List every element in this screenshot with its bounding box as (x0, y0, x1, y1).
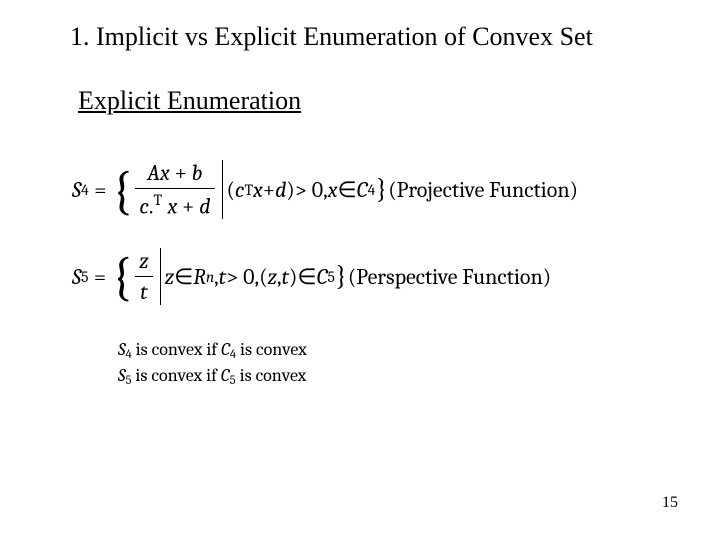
vbar-icon (222, 160, 223, 219)
eq2-cond-C: C (317, 264, 328, 290)
equation-s4: S4 = { Ax + b c.Tx + d (cTx + d) > 0, x … (72, 160, 578, 219)
n1-end: is convex (236, 339, 307, 360)
eq1-den-x: x (168, 193, 178, 219)
n2-mid: is convex if (131, 365, 220, 386)
vbar-icon (160, 248, 161, 305)
eq1-den-T: T (153, 191, 162, 209)
eq2-lhs-sub: 5 (81, 268, 88, 286)
eq2-cond-close: ) (289, 264, 297, 290)
n1-mid: is convex if (132, 339, 221, 360)
slide-title: 1. Implicit vs Explicit Enumeration of C… (70, 22, 593, 52)
eq2-cond-t: t (219, 264, 226, 290)
eq1-cond-Csub: 4 (368, 181, 376, 199)
eq1-cond-close: ) (286, 177, 294, 203)
eq1-cond-in: ∈ (338, 177, 357, 203)
lbrace-icon: { (112, 171, 132, 213)
n2-end: is convex (236, 365, 307, 386)
eq2-cond-open: ( (259, 264, 267, 290)
eq1-fraction: Ax + b c.Tx + d (135, 160, 214, 219)
eq1-cond-open: ( (227, 177, 235, 203)
eq2-cond-t2: t (282, 264, 289, 290)
n1-C: C (221, 339, 230, 360)
eq1-cond-x: x (253, 177, 263, 203)
eq1-den-c: c (139, 193, 149, 219)
eq2-annotation: (Perspective Function) (348, 264, 551, 290)
lbrace-icon: { (112, 257, 132, 299)
eq2-fraction: z t (135, 248, 153, 305)
eq2-cond-R: R (193, 264, 206, 290)
eq1-num-plus: + (170, 160, 192, 186)
slide-subtitle: Explicit Enumeration (78, 86, 301, 116)
n2-C: C (221, 365, 230, 386)
eq2-num: z (139, 248, 149, 274)
eq2-cond-Csub: 5 (327, 268, 334, 286)
eq1-den-d: d (199, 193, 210, 219)
eq2-cond-z2: z (267, 264, 277, 290)
convexity-notes: S4 is convex if C4 is convex S5 is conve… (118, 338, 307, 390)
eq1-cond-d: d (275, 177, 286, 203)
eq1-den-plus: + (177, 193, 199, 219)
page-number: 15 (662, 494, 678, 512)
note-line-1: S4 is convex if C4 is convex (118, 338, 307, 364)
eq1-lhs-sub: 4 (81, 181, 89, 199)
equation-s5: S5 = { z t z ∈ Rn, t > 0, (z, t) ∈ C5 } … (72, 248, 551, 305)
eq2-lhs-S: S (72, 264, 81, 290)
eq1-cond-T: T (244, 181, 253, 199)
eq2-cond-gt: > 0, (226, 264, 259, 290)
eq1-lhs-S: S (72, 177, 81, 203)
slide: 1. Implicit vs Explicit Enumeration of C… (0, 0, 720, 540)
rbrace-icon: } (335, 260, 348, 293)
eq2-cond-in1: ∈ (174, 264, 193, 290)
eq1-cond-xvar: x (328, 177, 338, 203)
rbrace-icon: } (375, 173, 388, 206)
eq2-den: t (140, 279, 147, 305)
eq1-annotation: (Projective Function) (388, 177, 578, 203)
eq1-cond-C: C (357, 177, 368, 203)
eq1-cond-c: c (235, 177, 245, 203)
eq1-num-Ax: Ax (147, 160, 170, 186)
eq1-num-b: b (192, 160, 203, 186)
eq1-cond-plus: + (263, 177, 275, 203)
eq2-cond-z: z (165, 264, 175, 290)
eq1-cond-gt: > 0, (295, 177, 328, 203)
eq2-cond-n: n (206, 268, 214, 286)
note-line-2: S5 is convex if C5 is convex (118, 364, 307, 390)
eq2-cond-in2: ∈ (297, 264, 316, 290)
